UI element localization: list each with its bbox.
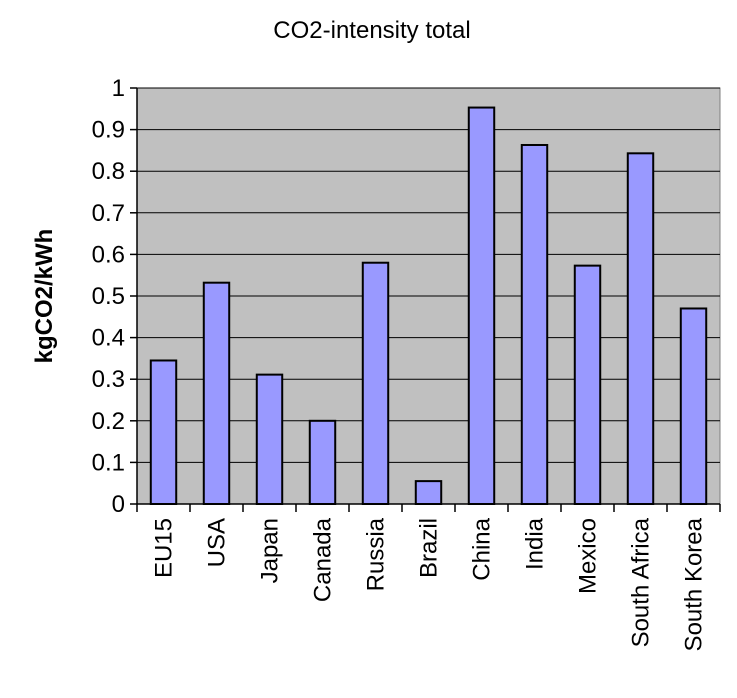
- y-tick-label: 0.3: [92, 366, 125, 393]
- x-tick-label: China: [469, 517, 496, 580]
- x-tick-label: South Korea: [681, 517, 708, 651]
- y-tick-label: 0.2: [92, 408, 125, 435]
- bar-south-africa: [626, 152, 655, 505]
- x-tick-label: Brazil: [416, 518, 443, 578]
- y-tick-label: 0.6: [92, 241, 125, 268]
- y-tick-label: 0.7: [92, 200, 125, 227]
- x-tick-labels: EU15 USA Japan Canada Russia Brazil China India…: [151, 517, 708, 651]
- y-tick-label: 1: [112, 75, 125, 102]
- x-tick-label: Japan: [257, 518, 284, 583]
- x-tick-label: USA: [204, 518, 231, 567]
- y-tick-label: 0.5: [92, 283, 125, 310]
- y-tick-label: 0.9: [92, 117, 125, 144]
- bar-russia: [361, 261, 390, 505]
- bar-eu15: [149, 359, 178, 506]
- bar-south-korea: [679, 307, 708, 506]
- y-tick-label: 0.4: [92, 325, 125, 352]
- y-tick-label: 0: [112, 491, 125, 518]
- bar-china: [467, 106, 496, 505]
- y-axis-label: kgCO2/kWh: [31, 229, 58, 364]
- y-tick-labels: 0 0.1 0.2 0.3 0.4 0.5 0.6 0.7 0.8 0.9 1: [92, 75, 125, 518]
- y-tick-label: 0.1: [92, 449, 125, 476]
- y-tick-label: 0.8: [92, 158, 125, 185]
- x-tick-label: India: [522, 517, 549, 570]
- x-tick-label: Mexico: [575, 518, 602, 594]
- bar-mexico: [573, 264, 602, 505]
- x-tick-label: Canada: [310, 517, 337, 602]
- bar-usa: [202, 281, 231, 505]
- bar-canada: [308, 419, 337, 505]
- bar-brazil: [414, 480, 443, 505]
- x-tick-label: Russia: [363, 517, 390, 591]
- axes: [130, 87, 721, 512]
- chart-title: CO2-intensity total: [273, 17, 470, 44]
- x-tick-label: EU15: [151, 518, 178, 578]
- x-tick-label: South Africa: [628, 517, 655, 647]
- gridlines: [137, 87, 720, 463]
- bar-japan: [255, 373, 284, 505]
- bar-india: [520, 143, 549, 505]
